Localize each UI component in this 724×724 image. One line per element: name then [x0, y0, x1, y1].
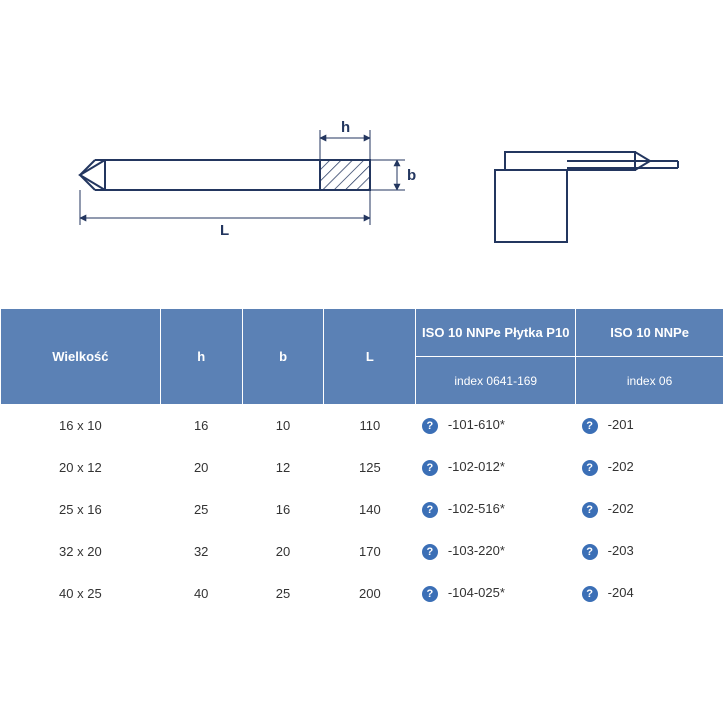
cell-L: 110	[324, 405, 416, 447]
help-icon[interactable]: ?	[422, 586, 438, 602]
col-header-L: L	[324, 309, 416, 405]
cell-index-p20: ? -203	[576, 531, 724, 573]
cell-h: 32	[160, 531, 242, 573]
cell-h: 16	[160, 405, 242, 447]
index-value: -102-012*	[448, 459, 505, 474]
dim-L-label: L	[220, 222, 229, 239]
spec-table-container: Wielkość h b L ISO 10 NNPe Płytka P10 IS…	[0, 308, 724, 615]
table-row: 40 x 254025200? -104-025*? -204	[1, 573, 724, 615]
cell-L: 200	[324, 573, 416, 615]
col-header-p10-bot: index 0641-169	[416, 357, 576, 405]
cell-index-p10: ? -104-025*	[416, 573, 576, 615]
col-header-p10-top: ISO 10 NNPe Płytka P10	[416, 309, 576, 357]
cell-index-p10: ? -102-516*	[416, 489, 576, 531]
cell-size: 16 x 10	[1, 405, 161, 447]
cell-L: 170	[324, 531, 416, 573]
index-value: -204	[608, 585, 634, 600]
index-value: -104-025*	[448, 585, 505, 600]
cell-size: 25 x 16	[1, 489, 161, 531]
table-row: 16 x 101610110? -101-610*? -201	[1, 405, 724, 447]
help-icon[interactable]: ?	[582, 460, 598, 476]
cell-h: 20	[160, 447, 242, 489]
table-row: 20 x 122012125? -102-012*? -202	[1, 447, 724, 489]
help-icon[interactable]: ?	[422, 502, 438, 518]
cell-h: 25	[160, 489, 242, 531]
col-header-h: h	[160, 309, 242, 405]
table-row: 25 x 162516140? -102-516*? -202	[1, 489, 724, 531]
help-icon[interactable]: ?	[582, 418, 598, 434]
cell-index-p10: ? -103-220*	[416, 531, 576, 573]
cell-size: 40 x 25	[1, 573, 161, 615]
col-header-p20-bot: index 06	[576, 357, 724, 405]
cell-index-p20: ? -202	[576, 447, 724, 489]
cell-index-p20: ? -201	[576, 405, 724, 447]
dim-h-label: h	[341, 119, 350, 136]
col-header-b: b	[242, 309, 324, 405]
cell-index-p20: ? -202	[576, 489, 724, 531]
table-row: 32 x 203220170? -103-220*? -203	[1, 531, 724, 573]
cell-b: 12	[242, 447, 324, 489]
index-value: -102-516*	[448, 501, 505, 516]
cell-h: 40	[160, 573, 242, 615]
col-header-size: Wielkość	[1, 309, 161, 405]
technical-diagram: h b L	[60, 90, 680, 260]
index-value: -103-220*	[448, 543, 505, 558]
spec-table: Wielkość h b L ISO 10 NNPe Płytka P10 IS…	[0, 308, 724, 615]
cell-b: 16	[242, 489, 324, 531]
cell-index-p20: ? -204	[576, 573, 724, 615]
cell-size: 20 x 12	[1, 447, 161, 489]
cell-b: 25	[242, 573, 324, 615]
index-value: -203	[608, 543, 634, 558]
help-icon[interactable]: ?	[582, 586, 598, 602]
index-value: -202	[608, 501, 634, 516]
help-icon[interactable]: ?	[422, 544, 438, 560]
index-value: -101-610*	[448, 417, 505, 432]
index-value: -201	[608, 417, 634, 432]
dim-b-label: b	[407, 167, 416, 184]
help-icon[interactable]: ?	[582, 502, 598, 518]
cell-b: 20	[242, 531, 324, 573]
help-icon[interactable]: ?	[422, 460, 438, 476]
cell-L: 140	[324, 489, 416, 531]
cell-size: 32 x 20	[1, 531, 161, 573]
cell-b: 10	[242, 405, 324, 447]
help-icon[interactable]: ?	[422, 418, 438, 434]
index-value: -202	[608, 459, 634, 474]
cell-L: 125	[324, 447, 416, 489]
cell-index-p10: ? -101-610*	[416, 405, 576, 447]
help-icon[interactable]: ?	[582, 544, 598, 560]
col-header-p20-top: ISO 10 NNPe	[576, 309, 724, 357]
cell-index-p10: ? -102-012*	[416, 447, 576, 489]
